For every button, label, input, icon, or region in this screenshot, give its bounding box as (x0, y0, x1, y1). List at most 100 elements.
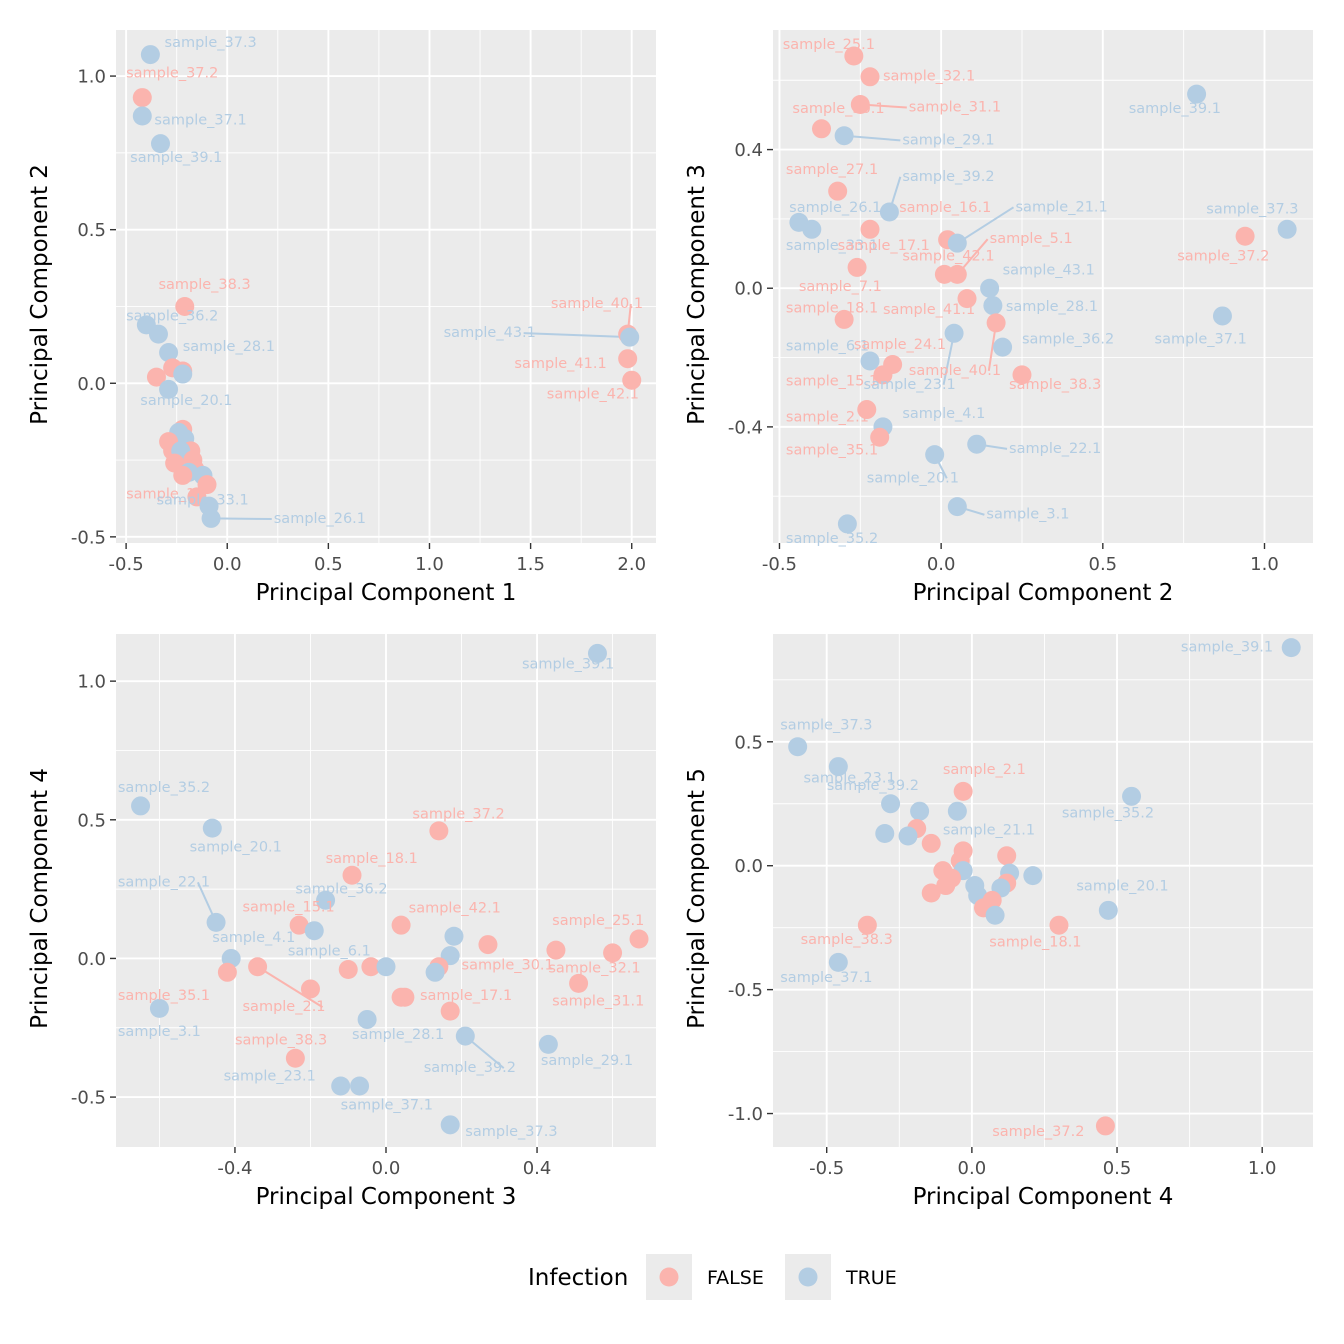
sample-label: sample_16.1 (899, 200, 991, 216)
data-point-infected (834, 126, 854, 146)
data-point-infected (357, 1009, 377, 1029)
sample-label: sample_42.1 (547, 387, 639, 403)
data-point-uninfected (921, 883, 941, 903)
data-point-infected (159, 343, 179, 363)
data-point-infected (875, 824, 895, 843)
data-point-uninfected (997, 846, 1017, 866)
sample-label: sample_29.1 (541, 1053, 633, 1069)
data-point-infected (802, 219, 822, 239)
data-point-infected (828, 757, 848, 777)
sample-label: sample_36.2 (126, 308, 218, 324)
data-point-infected (148, 324, 168, 344)
data-point-uninfected (132, 88, 152, 108)
data-point-infected (376, 957, 396, 977)
data-point-infected (1277, 219, 1297, 239)
data-point-infected (331, 1076, 351, 1096)
legend-title: Infection (528, 1265, 628, 1291)
sample-label: sample_35.2 (1062, 805, 1154, 821)
sample-label: sample_39.1 (522, 657, 614, 673)
data-point-infected (455, 1026, 475, 1046)
sample-label: sample_38.3 (1009, 377, 1101, 393)
y-tick-label: 0.0 (77, 374, 106, 395)
data-point-uninfected (285, 1048, 305, 1068)
sample-label: sample_30.1 (462, 958, 554, 974)
sample-label: sample_3.1 (986, 507, 1069, 523)
sample-label: sample_42.1 (902, 249, 994, 265)
y-tick-label: -0.4 (728, 417, 763, 438)
data-point-infected (788, 737, 808, 757)
data-point-infected (1122, 786, 1142, 806)
data-point-uninfected (618, 349, 638, 369)
sample-label: sample_28.1 (183, 339, 275, 355)
sample-label: sample_26.1 (274, 511, 366, 527)
sample-label: sample_2.1 (786, 410, 869, 426)
data-point-uninfected (217, 962, 237, 982)
data-point-infected (620, 327, 640, 347)
sample-label: sample_17.1 (838, 238, 930, 254)
sample-label: sample_33.1 (786, 238, 878, 254)
x-tick-label: 1.0 (1250, 554, 1279, 575)
data-point-infected (587, 643, 607, 663)
data-point-infected (425, 962, 445, 982)
sample-label: sample_25.1 (783, 37, 875, 53)
legend-label-true: TRUE (845, 1267, 897, 1289)
sample-label: sample_6.1 (786, 339, 869, 355)
data-point-infected (206, 912, 226, 932)
data-point-infected (993, 337, 1013, 357)
data-point-infected (1281, 638, 1301, 658)
data-point-uninfected (857, 400, 877, 420)
data-point-infected (925, 445, 945, 465)
sample-label: sample_21.1 (1016, 199, 1108, 215)
data-point-infected (879, 202, 899, 222)
x-tick-label: -0.5 (762, 554, 797, 575)
label-leader-line (257, 965, 324, 1008)
data-point-uninfected (338, 960, 358, 980)
y-tick-label: -0.5 (71, 1088, 106, 1109)
data-point-infected (131, 796, 151, 816)
sample-label: sample_20.1 (1076, 879, 1168, 895)
sample-label: sample_28.1 (352, 1027, 444, 1043)
sample-label: sample_27.1 (786, 162, 878, 178)
sample-label: sample_32.1 (548, 960, 640, 976)
data-point-uninfected (622, 370, 642, 390)
y-tick-label: 0.5 (77, 810, 106, 831)
sample-label: sample_41.1 (514, 356, 606, 372)
data-point-infected (350, 1076, 370, 1096)
sample-label: sample_37.2 (126, 66, 218, 82)
sample-label: sample_20.1 (140, 393, 232, 409)
y-tick-label: 1.0 (77, 672, 106, 693)
sample-label: sample_18.1 (326, 851, 418, 867)
data-point-uninfected (847, 257, 867, 277)
data-point-uninfected (1012, 365, 1032, 385)
y-tick-label: 0.0 (77, 949, 106, 970)
data-point-infected (1023, 866, 1043, 886)
sample-label: sample_2.1 (943, 762, 1026, 778)
legend: Infection FALSE TRUE (528, 1254, 897, 1300)
sample-label: sample_35.1 (786, 443, 878, 459)
data-point-infected (316, 890, 336, 910)
sample-label: sample_2.1 (243, 999, 326, 1015)
x-axis-title: Principal Component 3 (256, 1184, 517, 1210)
data-point-infected (201, 508, 221, 528)
data-point-uninfected (860, 219, 880, 239)
x-axis-title: Principal Component 1 (256, 580, 517, 606)
legend-dot-false (659, 1267, 679, 1287)
sample-label: sample_37.3 (165, 35, 257, 51)
sample-label: sample_23.1 (864, 377, 956, 393)
y-tick-label: 1.0 (77, 67, 106, 88)
sample-label: sample_35.2 (118, 780, 210, 796)
sample-label: sample_24.1 (854, 337, 946, 353)
sample-label: sample_23.1 (803, 771, 895, 787)
data-point-infected (538, 1034, 558, 1054)
data-point-infected (983, 296, 1003, 316)
y-axis-title: Principal Component 2 (27, 164, 53, 425)
sample-label: sample_4.1 (212, 930, 295, 946)
sample-label: sample_39.1 (1129, 101, 1221, 117)
sample-label: sample_30.1 (792, 101, 884, 117)
x-tick-label: 1.0 (1248, 1158, 1277, 1179)
sample-label: sample_32.1 (883, 68, 975, 84)
sample-label: sample_38.3 (801, 932, 893, 948)
data-point-uninfected (828, 181, 848, 201)
sample-label: sample_15.1 (786, 373, 878, 389)
sample-label: sample_28.1 (1006, 299, 1098, 315)
